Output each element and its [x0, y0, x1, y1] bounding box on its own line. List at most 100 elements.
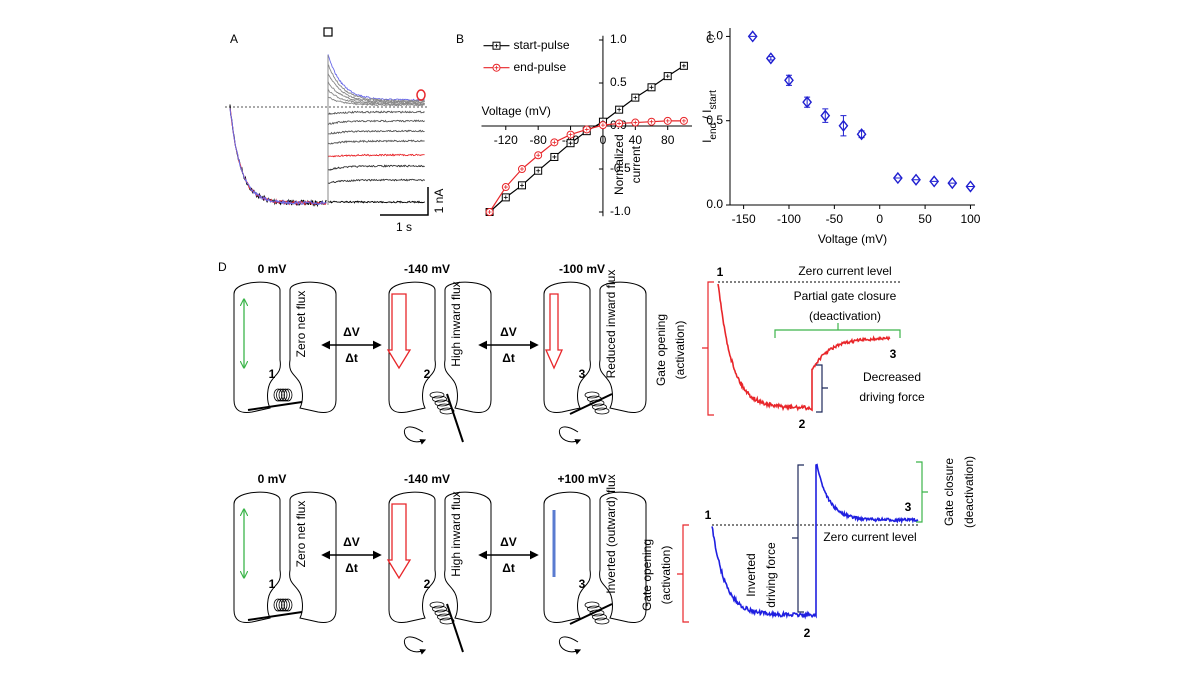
site-number: 1: [269, 577, 276, 591]
transition-label: ΔV: [500, 325, 517, 339]
trace-number: 3: [905, 500, 912, 514]
transition-label: Δt: [502, 351, 515, 365]
marker-cross: [617, 121, 622, 126]
marker: [947, 176, 958, 190]
annotation: Gate opening: [654, 314, 668, 386]
transition-label: ΔV: [500, 535, 517, 549]
spring-coil: [276, 388, 285, 402]
flux-arrow: [386, 293, 412, 370]
panel-label: D: [218, 260, 227, 274]
marker-cross: [681, 118, 686, 123]
trace: [327, 153, 425, 158]
error-bar: [840, 115, 847, 137]
spring-coil: [439, 617, 455, 625]
legend-label: end-pulse: [514, 60, 567, 74]
marker-cross: [584, 127, 589, 132]
trace-number: 2: [804, 626, 811, 640]
rotation-arrow: [559, 426, 582, 445]
marker-cross: [568, 141, 573, 146]
annotation: driving force: [859, 390, 925, 404]
site-number: 2: [424, 367, 431, 381]
y-tick-label: 1.0: [610, 32, 627, 46]
annotation: (deactivation): [809, 309, 881, 323]
cell-half: [233, 491, 281, 623]
y-axis-title-part: / I: [700, 110, 714, 123]
marker-cross: [503, 185, 508, 190]
spring-coil: [589, 399, 605, 407]
annotation: Partial gate closure: [794, 289, 897, 303]
flux-label: Zero net flux: [294, 291, 308, 358]
spring-coil: [584, 391, 600, 399]
scale-label: 1 s: [396, 220, 412, 234]
marker-cross: [536, 153, 541, 158]
rotation-arrow: [559, 636, 582, 655]
trace: [229, 104, 327, 208]
spring-coil: [278, 388, 288, 402]
spring-coil: [439, 407, 455, 415]
y-tick-label: 1.0: [706, 29, 723, 43]
cell-half: [289, 491, 337, 623]
scale-label: 1 nA: [432, 189, 446, 214]
rotation-arrow: [404, 426, 427, 445]
bracket: [816, 364, 828, 413]
marker-cross: [487, 210, 492, 214]
spring-coil: [592, 403, 607, 411]
trace: [327, 139, 425, 145]
marker-cross: [568, 132, 573, 137]
annotation: Decreased: [863, 370, 921, 384]
flux-label: Inverted (outward) flux: [604, 474, 618, 593]
cell-half: [233, 281, 281, 413]
annotation: Inverted: [744, 553, 758, 596]
voltage-label: -100 mV: [559, 262, 605, 276]
marker-cross: [681, 63, 686, 68]
marker: [784, 74, 794, 87]
spring-coil: [432, 605, 447, 613]
gate: [446, 393, 464, 443]
spring-coil: [434, 609, 450, 617]
spring-coil: [281, 388, 290, 402]
trace: [327, 96, 425, 107]
transition-label: ΔV: [343, 535, 360, 549]
cell-half: [599, 281, 647, 413]
trace: [327, 81, 425, 105]
voltage-label: -140 mV: [404, 472, 450, 486]
current-trace: [717, 283, 891, 412]
trace: [327, 164, 425, 171]
x-tick-label: -120: [494, 133, 518, 147]
transition-label: Δt: [345, 561, 358, 575]
panel-label: A: [230, 32, 238, 46]
site-number: 1: [269, 367, 276, 381]
trace-number: 2: [799, 417, 806, 431]
spring-coil: [278, 598, 288, 612]
bracket: [792, 464, 804, 613]
annotation: Zero current level: [798, 264, 891, 278]
flux-label: Reduced inward flux: [604, 270, 618, 379]
marker-cross: [494, 43, 499, 48]
marker-cross: [633, 95, 638, 100]
x-tick-label: 0: [600, 133, 607, 147]
spring-coil: [283, 388, 293, 402]
spring-coil: [594, 407, 610, 415]
marker: [820, 109, 831, 122]
gate: [569, 393, 613, 415]
trace: [327, 200, 425, 204]
spring-coil: [584, 601, 600, 609]
spring-coil: [434, 399, 450, 407]
voltage-label: +100 mV: [557, 472, 606, 486]
gate: [569, 603, 613, 625]
trace: [229, 108, 327, 206]
site-number: 3: [579, 577, 586, 591]
error-bar: [804, 96, 811, 108]
marker: [765, 52, 776, 65]
panel-label: C: [706, 32, 715, 46]
y-axis-title: current: [629, 145, 643, 183]
bracket: [774, 323, 901, 338]
marker-cross: [633, 120, 638, 125]
gate: [446, 603, 464, 653]
cell-half: [599, 491, 647, 623]
cell-half: [543, 281, 591, 413]
scale-bar: [380, 187, 429, 216]
marker: [911, 173, 921, 186]
gate: [247, 401, 303, 411]
